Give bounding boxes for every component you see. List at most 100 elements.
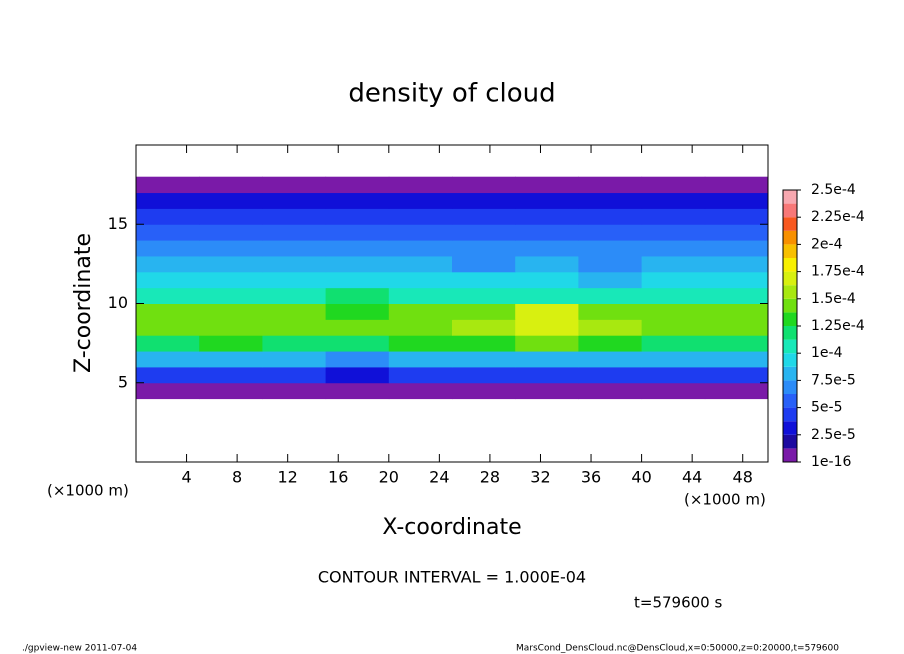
heat-cell	[515, 271, 579, 289]
heat-cell	[136, 303, 200, 320]
heat-cell	[199, 192, 263, 209]
heat-cell	[578, 319, 643, 336]
heat-cell	[704, 240, 769, 257]
heat-cell	[325, 271, 390, 289]
heat-cell	[325, 176, 390, 194]
time-label: t=579600 s	[634, 594, 722, 612]
heat-cell	[388, 351, 453, 368]
heat-cell	[262, 240, 327, 257]
heat-cell	[262, 255, 327, 273]
heat-cell	[641, 208, 706, 225]
heat-cell	[262, 271, 327, 289]
heat-cell	[641, 224, 706, 241]
heat-cell	[641, 366, 706, 384]
heat-cell	[262, 335, 327, 352]
heat-cell	[262, 351, 327, 368]
heat-cell	[515, 382, 579, 400]
heat-cell	[452, 208, 516, 225]
heat-cell	[136, 382, 200, 400]
heat-cell	[704, 192, 769, 209]
heat-cell	[704, 366, 769, 384]
heat-cell	[641, 192, 706, 209]
heat-cell	[388, 255, 453, 273]
heat-cell	[388, 224, 453, 241]
x-tick-label: 16	[328, 468, 348, 487]
x-tick-label: 24	[429, 468, 449, 487]
heat-cell	[325, 224, 390, 241]
heat-cell	[641, 240, 706, 257]
colorbar-box	[783, 203, 797, 218]
heat-cell	[452, 224, 516, 241]
x-tick-label: 4	[181, 468, 191, 487]
heat-cell	[325, 366, 390, 384]
heat-cell	[388, 208, 453, 225]
heat-cell	[199, 224, 263, 241]
colorbar-box	[783, 230, 797, 245]
heat-cell	[452, 351, 516, 368]
colorbar-label: 1.75e-4	[811, 264, 865, 280]
heat-cell	[262, 319, 327, 336]
colorbar-box	[783, 407, 797, 422]
colorbar-label: 5e-5	[811, 400, 842, 416]
heat-cell	[452, 255, 516, 273]
heat-cell	[704, 382, 769, 400]
heat-cell	[452, 303, 516, 320]
heat-cell	[388, 271, 453, 289]
heat-cell	[515, 192, 579, 209]
heat-cell	[388, 287, 453, 304]
heat-cell	[262, 382, 327, 400]
colorbar-label: 7.5e-5	[811, 372, 856, 388]
heat-cell	[515, 176, 579, 194]
heat-cell	[578, 382, 643, 400]
heat-cell	[452, 192, 516, 209]
colorbar-label: 2e-4	[811, 236, 843, 252]
heat-cell	[199, 351, 263, 368]
colorbar-box	[783, 339, 797, 354]
colorbar-label: 1.25e-4	[811, 318, 865, 334]
heat-cell	[578, 192, 643, 209]
heat-cell	[641, 319, 706, 336]
heat-cell	[325, 192, 390, 209]
heat-cell	[262, 208, 327, 225]
colorbar-box	[783, 353, 797, 367]
heat-cell	[515, 303, 579, 320]
heat-cell	[199, 287, 263, 304]
colorbar-box	[783, 258, 797, 272]
heat-cell	[388, 366, 453, 384]
heat-cell	[452, 287, 516, 304]
heat-cell	[136, 366, 200, 384]
colorbar-box	[783, 244, 797, 258]
heat-cell	[515, 366, 579, 384]
heat-cell	[325, 303, 390, 320]
heat-cell	[515, 319, 579, 336]
heat-cell	[641, 351, 706, 368]
heat-cell	[199, 366, 263, 384]
heat-cell	[578, 255, 643, 273]
heat-cell	[325, 255, 390, 273]
x-unit: (×1000 m)	[684, 491, 766, 509]
heat-cell	[388, 303, 453, 320]
y-tick-label: 5	[118, 372, 128, 391]
heat-cell	[641, 176, 706, 194]
heat-cell	[578, 287, 643, 304]
colorbar-label: 2.5e-4	[811, 182, 856, 198]
heat-cell	[641, 287, 706, 304]
heat-cell	[388, 192, 453, 209]
heat-cell	[578, 366, 643, 384]
heat-cell	[199, 255, 263, 273]
colorbar-box	[783, 285, 797, 299]
heat-cell	[136, 287, 200, 304]
heat-cell	[452, 319, 516, 336]
heat-cell	[325, 240, 390, 257]
heat-cell	[262, 366, 327, 384]
heat-cell	[704, 208, 769, 225]
heat-cell	[452, 271, 516, 289]
heat-cell	[136, 224, 200, 241]
heat-cell	[199, 319, 263, 336]
heat-cell	[452, 240, 516, 257]
heat-cell	[704, 303, 769, 320]
heat-cell	[515, 351, 579, 368]
y-axis-label: Z-coordinate	[71, 233, 96, 373]
x-unit: (×1000 m)	[47, 482, 129, 500]
colorbar-box	[783, 190, 797, 204]
